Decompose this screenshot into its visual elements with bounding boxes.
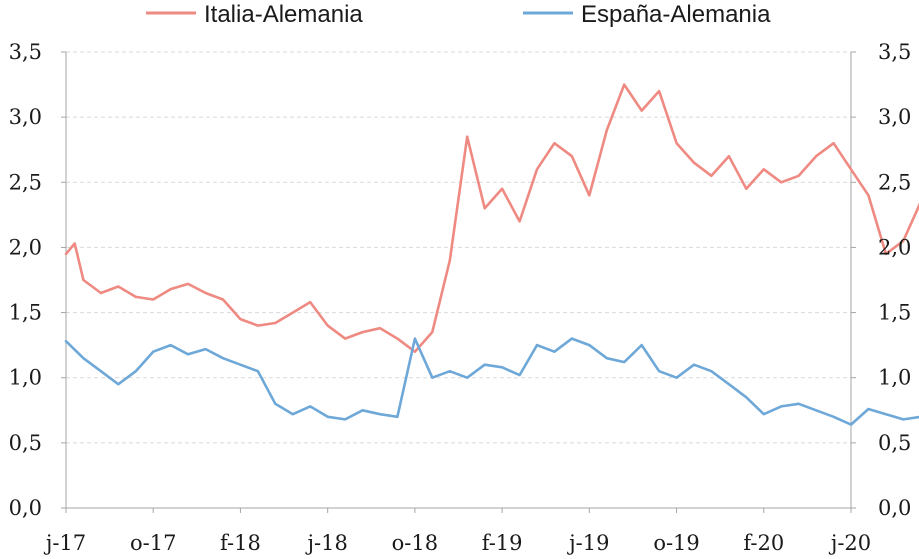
y-tick-label-left: 2,0 [9, 235, 42, 259]
x-tick-label: o-17 [130, 531, 176, 555]
x-tick-label: o-18 [392, 531, 438, 555]
y-tick-label-left: 0,0 [9, 496, 42, 520]
y-tick-label-right: 1,0 [878, 366, 911, 390]
y-tick-label-right: 1,5 [878, 301, 911, 325]
x-tick-label: f-19 [482, 531, 523, 555]
x-tick-label: f-20 [743, 531, 784, 555]
y-tick-label-left: 1,5 [9, 301, 42, 325]
y-tick-label-right: 3,5 [878, 40, 911, 64]
series-line-espana-alemania [64, 337, 919, 426]
legend-label: Italia-Alemania [204, 1, 363, 28]
x-tick-label: j-18 [304, 531, 347, 555]
x-tick-label: j-19 [566, 531, 609, 555]
legend: Italia-Alemania España-Alemania [146, 1, 771, 28]
x-tick-label: f-18 [220, 531, 261, 555]
series-line-italia-alemania [64, 83, 919, 353]
y-tick-label-right: 2,5 [878, 170, 911, 194]
legend-label: España-Alemania [581, 1, 771, 28]
x-tick-label: j-20 [828, 531, 871, 555]
y-tick-label-right: 2,0 [878, 235, 911, 259]
y-tick-label-right: 0,0 [878, 496, 911, 520]
x-tick-label: j-17 [43, 531, 86, 555]
y-tick-label-left: 0,5 [9, 431, 42, 455]
x-tick-label: o-19 [653, 531, 699, 555]
x-axis-labels: j-17 o-17 f-18 j-18 o-18 f-19 j-19 o-19 f-20 j-20 [43, 531, 871, 555]
y-axis-right-labels: 0,0 0,5 1,0 1,5 2,0 2,5 3,0 3,5 [878, 40, 911, 520]
y-tick-label-right: 3,0 [878, 105, 911, 129]
gridlines [66, 51, 851, 444]
y-tick-label-left: 1,0 [9, 366, 42, 390]
y-tick-label-left: 3,5 [9, 40, 42, 64]
y-tick-label-left: 3,0 [9, 105, 42, 129]
axes [61, 51, 856, 513]
y-tick-label-right: 0,5 [878, 431, 911, 455]
y-tick-label-left: 2,5 [9, 170, 42, 194]
series-group [64, 83, 919, 426]
y-axis-left-labels: 0,0 0,5 1,0 1,5 2,0 2,5 3,0 3,5 [9, 40, 42, 520]
